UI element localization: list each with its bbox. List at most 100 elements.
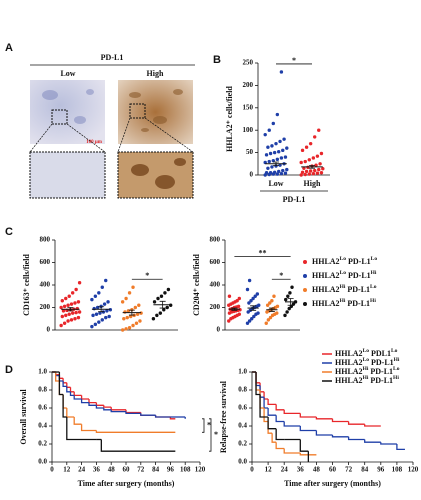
significance-bracket bbox=[202, 418, 205, 433]
significance-label: * bbox=[214, 430, 218, 439]
data-point bbox=[131, 323, 135, 328]
data-point bbox=[237, 296, 241, 301]
data-point bbox=[165, 305, 169, 310]
legend-label-part: HHLA2 bbox=[312, 299, 340, 308]
survival-step bbox=[299, 439, 309, 452]
legend-label-part: HHLA2 bbox=[312, 285, 340, 294]
data-point bbox=[315, 154, 320, 158]
data-point bbox=[318, 162, 322, 166]
x-tick-label: 48 bbox=[313, 466, 321, 474]
survival-step bbox=[396, 444, 405, 451]
data-point bbox=[279, 156, 284, 160]
data-point bbox=[227, 294, 232, 298]
legend-label: HHLA2Hi PD-L1Hi bbox=[312, 298, 376, 308]
data-point bbox=[317, 167, 321, 172]
survival-step bbox=[299, 426, 317, 432]
data-point bbox=[266, 145, 270, 149]
data-point bbox=[70, 311, 75, 315]
y-axis-label: Relapse-free survival bbox=[219, 380, 228, 453]
data-point bbox=[73, 301, 77, 305]
legend-label-part: Lo bbox=[391, 348, 398, 354]
data-point bbox=[319, 171, 324, 175]
data-point bbox=[123, 310, 127, 314]
survival-step bbox=[331, 435, 349, 438]
data-point bbox=[299, 160, 303, 165]
legend-label-part: PD-L1 bbox=[369, 358, 394, 367]
y-tick-label: 800 bbox=[40, 236, 51, 244]
data-point bbox=[265, 303, 270, 307]
legend-label: HHLA2Hi PD-L1Lo bbox=[312, 284, 377, 294]
x-tick-label: 108 bbox=[392, 466, 403, 474]
data-point bbox=[286, 294, 290, 298]
x-tick-label: 48 bbox=[108, 466, 116, 474]
data-point bbox=[321, 167, 325, 171]
significance-label: * bbox=[292, 56, 296, 65]
data-point bbox=[256, 311, 260, 315]
x-tick-label: 120 bbox=[195, 466, 206, 474]
data-point bbox=[275, 172, 280, 176]
y-tick-label: 150 bbox=[243, 103, 254, 111]
data-point bbox=[271, 158, 275, 163]
data-point bbox=[100, 318, 104, 322]
data-point bbox=[67, 294, 71, 298]
survival-step bbox=[88, 402, 97, 406]
legend-label-part: Lo bbox=[340, 270, 347, 276]
y-tick-label: 0.0 bbox=[38, 458, 47, 466]
data-point bbox=[311, 156, 316, 160]
panel-letter: B bbox=[213, 54, 221, 66]
survival-step bbox=[347, 436, 365, 441]
error-bar bbox=[128, 309, 135, 316]
survival-step bbox=[95, 405, 104, 409]
data-point bbox=[134, 321, 139, 325]
data-point bbox=[251, 296, 255, 301]
survival-step bbox=[380, 442, 397, 445]
data-point bbox=[267, 159, 271, 164]
legend-label-part: Hi bbox=[363, 375, 369, 381]
scale-bar-label: 100 μm bbox=[86, 140, 103, 145]
data-point bbox=[108, 308, 113, 312]
data-point bbox=[275, 112, 280, 117]
data-point bbox=[252, 314, 256, 319]
x-tick-label: 96 bbox=[167, 466, 175, 474]
legend-label-part: Hi bbox=[363, 366, 369, 372]
x-tick-label: 36 bbox=[93, 466, 101, 474]
data-point bbox=[300, 170, 305, 175]
legend-label-part: HHLA2 bbox=[335, 349, 363, 358]
data-point bbox=[120, 328, 125, 332]
data-point bbox=[66, 303, 70, 307]
y-axis-label: Overall survival bbox=[19, 389, 28, 445]
y-tick-label: 800 bbox=[210, 236, 221, 244]
data-point bbox=[272, 294, 276, 298]
data-point bbox=[275, 304, 280, 309]
survival-step bbox=[315, 430, 333, 436]
data-point bbox=[133, 305, 138, 310]
data-point bbox=[62, 304, 67, 309]
data-point bbox=[266, 166, 270, 170]
data-point bbox=[124, 296, 128, 301]
legend-label-part: Hi bbox=[340, 284, 346, 290]
data-point bbox=[247, 301, 251, 305]
data-point bbox=[137, 303, 141, 307]
micrograph bbox=[118, 80, 193, 144]
error-bar bbox=[250, 305, 257, 311]
x-tick-label: 120 bbox=[408, 466, 419, 474]
data-point bbox=[107, 314, 111, 319]
y-tick-label: 400 bbox=[40, 281, 51, 289]
y-tick-label: 1.0 bbox=[38, 368, 47, 376]
survival-step bbox=[103, 408, 112, 411]
data-point bbox=[283, 313, 287, 318]
data-point bbox=[245, 321, 250, 325]
data-point bbox=[247, 319, 252, 323]
legend-label-part: PD-L1 bbox=[346, 257, 371, 266]
legend-label: HHLA2Lo PD-L1Hi bbox=[312, 270, 377, 280]
data-point bbox=[274, 141, 278, 146]
data-point bbox=[257, 303, 261, 307]
survival-step bbox=[69, 387, 75, 393]
survival-step bbox=[364, 439, 381, 443]
survival-step bbox=[103, 405, 112, 408]
data-point bbox=[93, 294, 98, 298]
x-axis-label: Time after surgery (months) bbox=[284, 479, 381, 488]
data-point bbox=[155, 313, 159, 318]
data-point bbox=[127, 291, 132, 295]
data-point bbox=[255, 292, 260, 296]
